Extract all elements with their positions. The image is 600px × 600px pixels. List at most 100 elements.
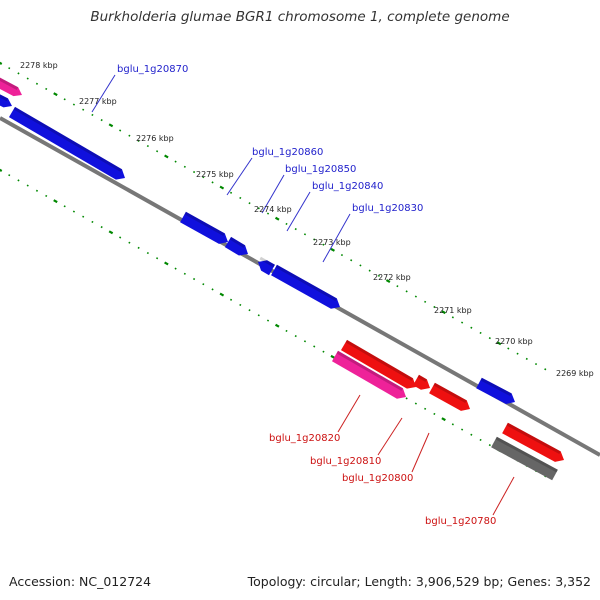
minor-tick bbox=[211, 288, 214, 291]
minor-tick bbox=[396, 285, 399, 288]
reverse-gene-arrow bbox=[429, 382, 470, 411]
leader-line bbox=[322, 213, 351, 263]
gene-label-reverse: bglu_1g20820 bbox=[269, 433, 340, 444]
kbp-label: 2274 kbp bbox=[254, 205, 292, 214]
minor-tick bbox=[359, 264, 362, 267]
minor-tick bbox=[451, 316, 454, 319]
gene-shadow bbox=[433, 382, 467, 403]
minor-tick bbox=[174, 267, 177, 270]
leader-line bbox=[377, 417, 403, 456]
minor-tick bbox=[525, 357, 528, 360]
minor-tick bbox=[156, 150, 159, 153]
minor-tick bbox=[202, 176, 205, 179]
minor-tick bbox=[248, 309, 251, 312]
minor-tick bbox=[35, 82, 39, 85]
minor-tick bbox=[146, 144, 149, 148]
minor-tick bbox=[128, 241, 131, 244]
kbp-label: 2275 kbp bbox=[196, 170, 234, 179]
minor-tick bbox=[461, 321, 464, 324]
major-tick bbox=[53, 199, 58, 204]
genome-summary: Topology: circular; Length: 3,906,529 bp… bbox=[247, 574, 591, 589]
gene-shadow bbox=[229, 236, 246, 248]
major-tick bbox=[108, 230, 114, 235]
kbp-scale-labels: 2278 kbp 2277 kbp 2276 kbp 2275 kbp 2274 kbp… bbox=[20, 61, 594, 378]
gene-shadow bbox=[275, 264, 337, 301]
leader-line bbox=[261, 174, 285, 214]
gene-label-forward: bglu_1g20850 bbox=[285, 164, 356, 175]
gene-label-reverse: bglu_1g20810 bbox=[310, 456, 381, 467]
minor-tick bbox=[72, 210, 76, 213]
major-tick bbox=[441, 417, 446, 422]
minor-tick bbox=[424, 407, 427, 410]
kbp-label: 2271 kbp bbox=[434, 306, 472, 315]
minor-tick bbox=[479, 438, 482, 442]
major-tick bbox=[219, 292, 225, 297]
gene-shadow bbox=[0, 94, 8, 102]
minor-tick bbox=[8, 67, 11, 70]
forward-gene-arrow bbox=[271, 264, 340, 309]
major-tick bbox=[274, 323, 280, 328]
minor-tick bbox=[340, 253, 344, 257]
minor-tick bbox=[100, 119, 103, 122]
minor-tick bbox=[266, 212, 270, 215]
kbp-label: 2272 kbp bbox=[373, 273, 411, 282]
minor-tick bbox=[313, 238, 316, 241]
leader-line bbox=[492, 476, 515, 516]
major-tick bbox=[164, 261, 169, 266]
minor-tick bbox=[433, 412, 436, 416]
minor-tick bbox=[285, 329, 288, 333]
minor-tick bbox=[211, 181, 214, 184]
minor-tick bbox=[257, 314, 260, 317]
minor-tick bbox=[229, 298, 233, 301]
minor-tick bbox=[461, 428, 464, 431]
major-tick bbox=[441, 310, 446, 315]
minor-tick bbox=[313, 345, 316, 348]
gene-labels: bglu_1g20870 bglu_1g20860 bglu_1g20850bglu… bbox=[117, 64, 496, 527]
gene-shadow bbox=[495, 436, 558, 473]
minor-tick bbox=[137, 246, 140, 249]
minor-tick bbox=[183, 165, 186, 168]
accession-text: Accession: NC_012724 bbox=[9, 574, 152, 589]
inner-tick-ring bbox=[0, 168, 547, 478]
kbp-label: 2278 kbp bbox=[20, 61, 58, 70]
minor-tick bbox=[26, 77, 29, 80]
forward-gene-arrow bbox=[476, 377, 515, 405]
minor-tick bbox=[156, 257, 159, 260]
kbp-label: 2276 kbp bbox=[136, 134, 174, 143]
leader-line bbox=[226, 157, 253, 196]
minor-tick bbox=[17, 72, 20, 75]
minor-tick bbox=[414, 295, 417, 298]
major-tick bbox=[219, 185, 225, 190]
minor-tick bbox=[322, 350, 325, 353]
minor-tick bbox=[544, 368, 547, 371]
minor-tick bbox=[202, 283, 205, 286]
forward-gene-arrow bbox=[258, 260, 275, 276]
minor-tick bbox=[405, 397, 408, 400]
gene-label-reverse: bglu_1g20780 bbox=[425, 516, 496, 527]
minor-tick bbox=[424, 300, 427, 303]
minor-tick bbox=[128, 134, 131, 137]
kbp-label: 2269 kbp bbox=[556, 369, 594, 378]
gene-shadow bbox=[13, 106, 122, 172]
minor-tick bbox=[507, 347, 510, 350]
minor-tick bbox=[45, 194, 48, 198]
leader-line bbox=[91, 74, 116, 113]
major-tick bbox=[0, 168, 3, 172]
leader-line bbox=[337, 394, 361, 433]
minor-tick bbox=[183, 272, 186, 275]
leader-line bbox=[286, 191, 311, 232]
major-tick bbox=[0, 61, 3, 65]
major-tick bbox=[164, 154, 169, 159]
gene-features bbox=[0, 77, 564, 481]
label-leader-lines bbox=[91, 74, 515, 516]
minor-tick bbox=[35, 189, 39, 192]
minor-tick bbox=[470, 433, 473, 436]
minor-tick bbox=[239, 196, 242, 200]
gene-label-forward: bglu_1g20840 bbox=[312, 181, 383, 192]
reverse-gene-arrow bbox=[502, 422, 564, 462]
gene-shadow bbox=[417, 374, 427, 382]
major-tick bbox=[330, 247, 335, 252]
minor-tick bbox=[72, 103, 76, 106]
minor-tick bbox=[479, 331, 482, 335]
